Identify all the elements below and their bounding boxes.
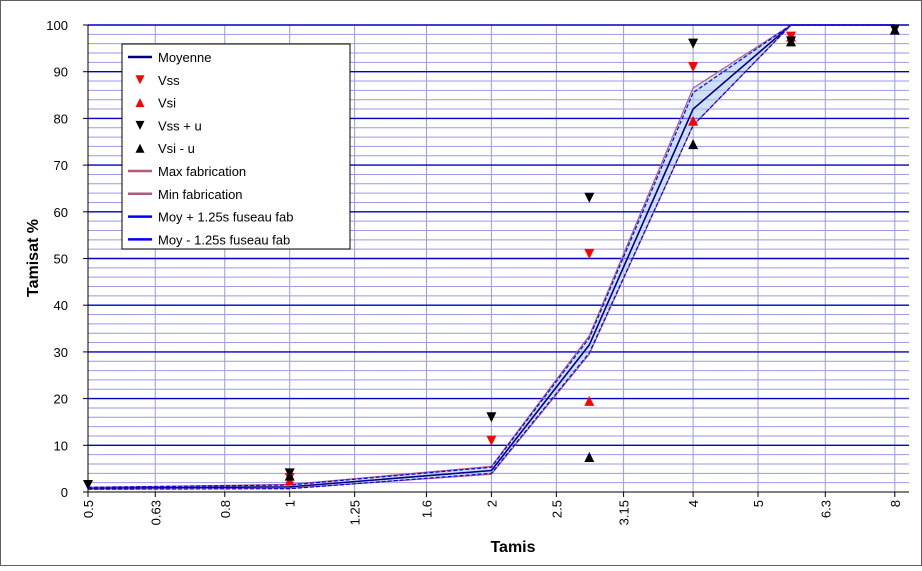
x-tick-label: 3.15 — [617, 500, 632, 525]
x-tick-label: 5 — [751, 500, 766, 507]
grid — [87, 24, 909, 492]
legend-swatch-vsi — [135, 98, 145, 108]
y-tick-label: 100 — [46, 18, 68, 33]
marker-vsi-u — [584, 451, 595, 462]
y-tick-label: 0 — [61, 485, 68, 500]
y-tick-label: 20 — [54, 392, 68, 407]
y-tick-label: 50 — [54, 252, 68, 267]
x-tick-label: 0.8 — [218, 500, 233, 518]
legend-label-min-fabrication: Min fabrication — [158, 187, 243, 202]
legend-swatch-vsi-u — [135, 143, 145, 153]
legend-swatch-vss — [135, 75, 145, 85]
marker-vss — [486, 435, 497, 446]
marker-vss-u — [486, 412, 497, 423]
marker-vsi-u — [889, 24, 900, 35]
legend-label-vsi: Vsi — [158, 96, 176, 111]
x-tick-label: 0.5 — [81, 500, 96, 518]
y-axis-ticks: 0 10 20 30 40 50 60 70 80 90 100 — [46, 18, 88, 500]
y-tick-label: 90 — [54, 65, 68, 80]
x-tick-label: 2.5 — [549, 500, 564, 518]
series-markers — [83, 24, 900, 490]
legend-label-vss-u: Vss + u — [158, 118, 202, 133]
x-tick-label: 6.3 — [818, 500, 833, 518]
marker-vsi-u — [688, 139, 699, 150]
legend-label-vss: Vss — [158, 73, 180, 88]
marker-vsi — [584, 395, 595, 406]
legend: Moyenne Vss Vsi Vss + u Vsi - u Max fabricati… — [121, 43, 351, 250]
y-axis-title: Tamisat % — [25, 219, 42, 297]
x-axis-title: Tamis — [490, 539, 535, 556]
legend-box — [121, 43, 351, 250]
y-tick-label: 70 — [54, 158, 68, 173]
x-tick-label: 2 — [484, 500, 499, 507]
x-tick-label: 1 — [283, 500, 298, 507]
x-tick-label: 1.6 — [419, 500, 434, 518]
marker-vss — [688, 62, 699, 73]
legend-label-moy-1-25s-fuseau-fab: Moy + 1.25s fuseau fab — [158, 210, 294, 225]
legend-label-vsi-u: Vsi - u — [158, 141, 195, 156]
x-tick-label: 0.63 — [148, 500, 163, 525]
marker-vsi — [688, 115, 699, 126]
series-line-moy-1-25s-fuseau-fab — [87, 24, 895, 490]
marker-vsi-u — [786, 36, 797, 47]
marker-vss-u — [584, 192, 595, 203]
marker-vsi-u — [284, 470, 295, 481]
legend-swatch-vss-u — [135, 120, 145, 130]
legend-label-moyenne: Moyenne — [158, 50, 211, 65]
y-tick-label: 40 — [54, 298, 68, 313]
marker-vss — [584, 248, 595, 259]
legend-label-max-fabrication: Max fabrication — [158, 164, 246, 179]
y-tick-label: 10 — [54, 438, 68, 453]
x-axis-ticks: 0.5 0.63 0.8 1 1.25 1.6 2 2.5 3.15 4 5 6.3 8 — [81, 492, 903, 525]
x-tick-label: 8 — [888, 500, 903, 507]
y-tick-label: 80 — [54, 111, 68, 126]
x-tick-label: 4 — [686, 500, 701, 507]
y-tick-label: 60 — [54, 205, 68, 220]
legend-label-moy-1-25s-fuseau-fab: Moy - 1.25s fuseau fab — [158, 232, 290, 247]
x-tick-label: 1.25 — [348, 500, 363, 525]
marker-vss-u — [688, 38, 699, 49]
y-tick-label: 30 — [54, 345, 68, 360]
